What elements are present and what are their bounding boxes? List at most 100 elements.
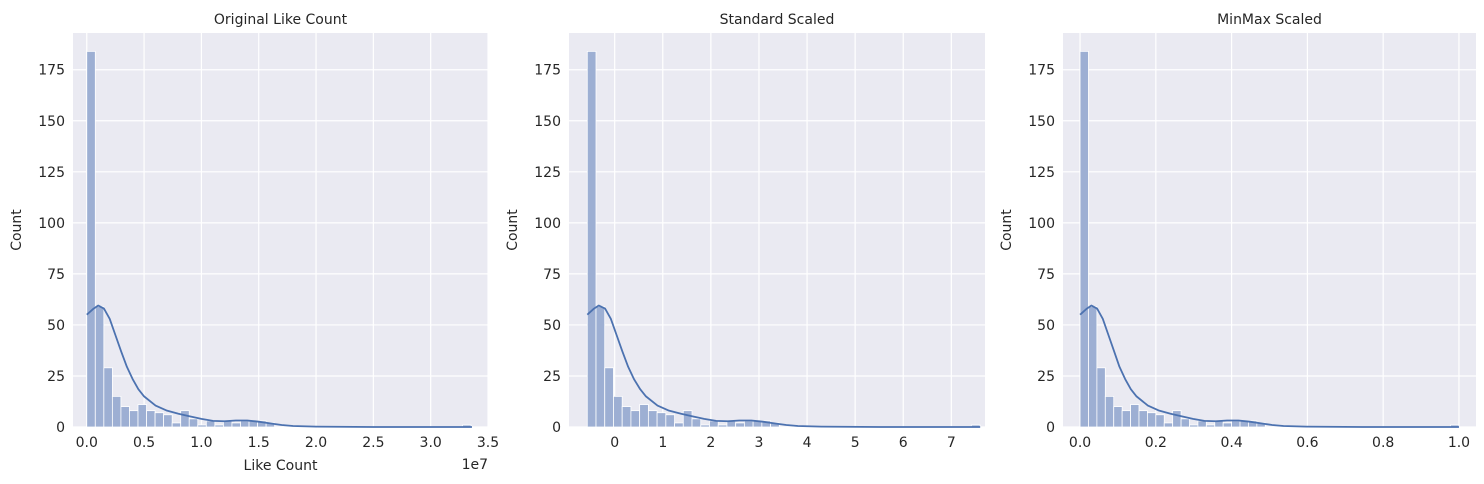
y-tick-label: 0 [1046, 420, 1055, 436]
histogram-bar [700, 424, 710, 428]
histogram-bar [595, 306, 606, 428]
histogram-bar [163, 414, 173, 428]
histogram-bar [103, 367, 113, 428]
histogram-bar [1180, 418, 1190, 428]
histogram-bar [735, 422, 745, 428]
x-tick-label: 2.0 [305, 435, 327, 451]
x-tick-label: 0.0 [76, 435, 98, 451]
y-axis-label: Count [9, 209, 25, 251]
histogram-bar [129, 410, 139, 428]
histogram-bar [1130, 404, 1140, 428]
x-axis-label: Like Count [244, 458, 318, 474]
histogram-bar [240, 420, 250, 428]
kde-line [86, 304, 472, 428]
x-tick-label: 0.4 [1220, 435, 1242, 451]
y-tick-label: 175 [38, 63, 65, 79]
y-tick-label: 50 [47, 318, 65, 334]
histogram-bar [180, 410, 190, 428]
histogram-bar [743, 420, 754, 428]
histogram-bar [613, 395, 623, 428]
y-tick-label: 0 [56, 420, 65, 436]
x-tick-label: 2.5 [362, 435, 384, 451]
x-tick-label: 4 [803, 435, 812, 451]
x-tick-label: 2 [706, 435, 715, 451]
y-tick-label: 100 [534, 216, 561, 232]
y-tick-label: 100 [1028, 216, 1055, 232]
histogram-bar [188, 418, 199, 428]
histogram-bar [120, 406, 130, 428]
panel-title: MinMax Scaled [1217, 12, 1322, 28]
histogram-bar [586, 50, 597, 428]
x-tick-label: 0.6 [1296, 435, 1318, 451]
x-offset-label: 1e7 [462, 457, 488, 473]
x-tick-label: 1.0 [1448, 435, 1470, 451]
histogram-bar [214, 424, 224, 428]
x-tick-label: 5 [851, 435, 860, 451]
histogram-bar [604, 367, 614, 428]
histogram-bar [682, 410, 693, 428]
x-tick-label: 3.5 [477, 435, 499, 451]
y-tick-label: 125 [534, 165, 561, 181]
histogram-bar [1096, 367, 1106, 428]
kde-line [586, 304, 981, 428]
y-tick-label: 50 [543, 318, 561, 334]
histogram-bar [1172, 410, 1182, 428]
histogram-bar [137, 404, 147, 428]
histogram-bar [656, 412, 667, 428]
plot-area [73, 33, 488, 427]
histogram-bar [231, 422, 241, 428]
histogram-bar [1121, 410, 1131, 428]
histogram-bar [171, 422, 182, 428]
y-tick-label: 125 [1028, 165, 1055, 181]
histogram-bar [111, 395, 122, 428]
plot-area [569, 33, 985, 427]
histogram-bar [691, 418, 702, 428]
y-tick-label: 75 [1037, 267, 1055, 283]
y-tick-label: 75 [543, 267, 561, 283]
histogram-bar [1231, 420, 1241, 428]
x-tick-label: 0 [610, 435, 619, 451]
y-tick-label: 75 [47, 267, 65, 283]
x-tick-label: 0.2 [1145, 435, 1167, 451]
histogram-bar [674, 422, 684, 428]
histogram-bar [639, 404, 649, 428]
x-tick-label: 1 [658, 435, 667, 451]
histogram-bar [154, 412, 165, 428]
histogram-bar [1163, 422, 1174, 428]
panel-title: Original Like Count [214, 12, 348, 28]
y-tick-label: 125 [38, 165, 65, 181]
y-tick-label: 150 [1028, 114, 1055, 130]
histogram-bar [94, 306, 105, 428]
x-tick-label: 7 [947, 435, 956, 451]
x-tick-label: 0.5 [133, 435, 155, 451]
x-tick-label: 6 [899, 435, 908, 451]
x-tick-label: 1.5 [248, 435, 270, 451]
histogram-bar [630, 410, 641, 428]
histogram-bar [146, 410, 156, 428]
histogram-bar [621, 406, 632, 428]
histogram-bar [1155, 414, 1165, 428]
y-tick-label: 25 [543, 369, 561, 385]
x-tick-label: 3.0 [420, 435, 442, 451]
y-tick-label: 25 [47, 369, 65, 385]
histogram-bar [1079, 50, 1089, 428]
y-tick-label: 175 [1028, 63, 1055, 79]
histogram-bar [1113, 406, 1123, 428]
histogram-bar [1147, 412, 1157, 428]
histogram-bar [197, 424, 207, 428]
y-axis-label: Count [505, 209, 521, 251]
x-tick-label: 1.0 [190, 435, 212, 451]
histogram-bar [647, 410, 658, 428]
x-tick-label: 0.8 [1372, 435, 1394, 451]
y-tick-label: 150 [534, 114, 561, 130]
histogram-bar [1104, 395, 1115, 428]
y-tick-label: 25 [1037, 369, 1055, 385]
kde-line [1079, 304, 1459, 428]
histogram-bar [1205, 424, 1216, 428]
histogram-bar [1088, 306, 1098, 428]
panel-title: Standard Scaled [720, 12, 835, 28]
y-tick-label: 150 [38, 114, 65, 130]
histogram-bar [86, 50, 96, 428]
plot-area [1063, 33, 1476, 427]
